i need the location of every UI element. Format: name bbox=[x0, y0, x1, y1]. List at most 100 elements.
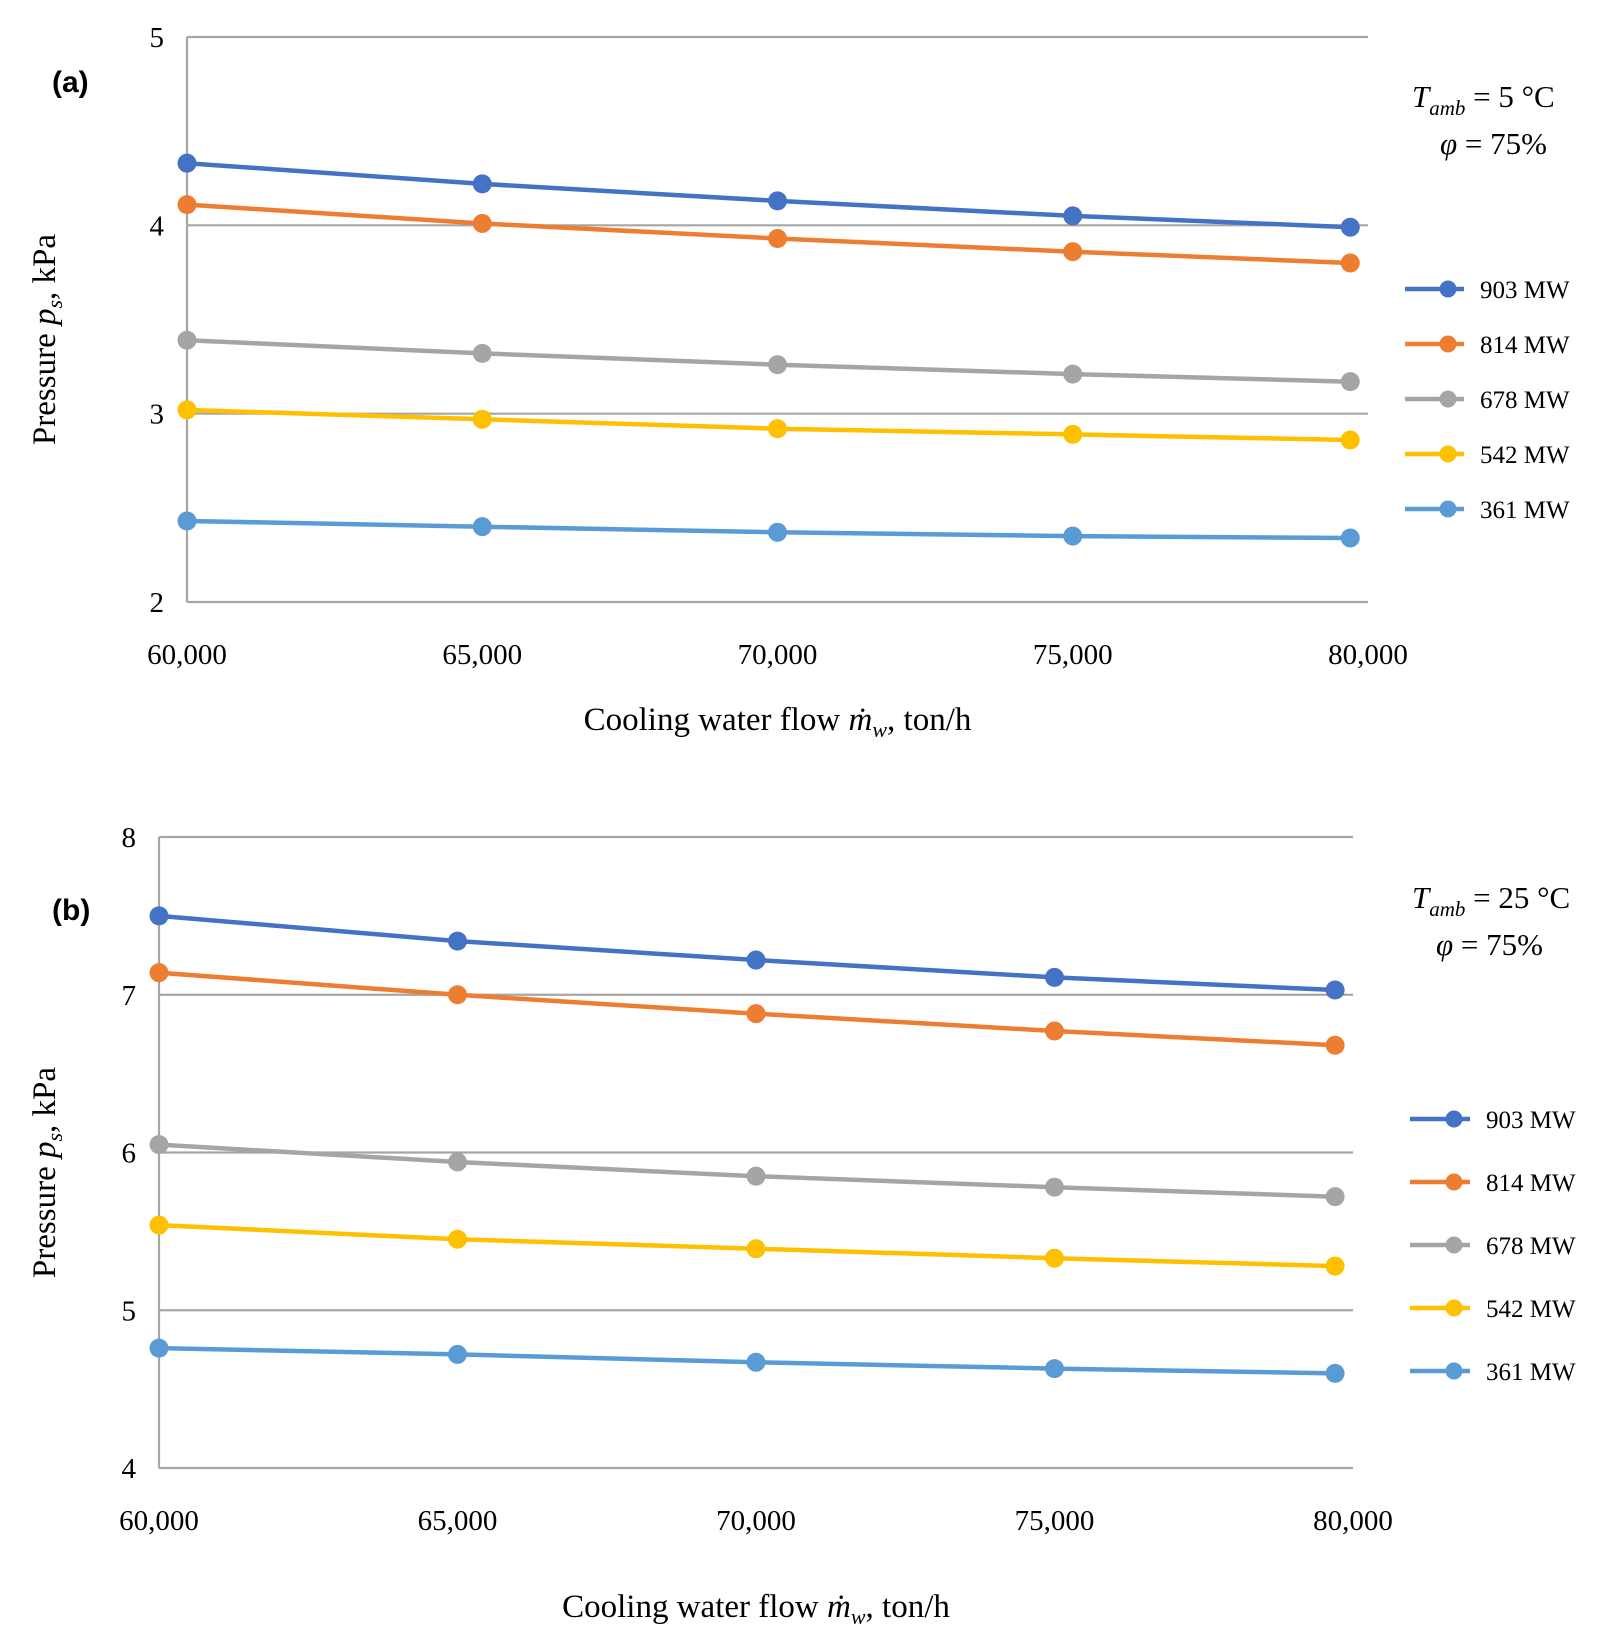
data-point bbox=[472, 174, 492, 194]
condition-t-subscript: amb bbox=[1429, 96, 1465, 120]
data-point bbox=[149, 1215, 169, 1235]
data-point bbox=[1045, 1248, 1064, 1268]
y-tick-label: 4 bbox=[122, 1453, 137, 1485]
legend-label: 678 MW bbox=[1486, 1233, 1576, 1260]
data-point bbox=[177, 195, 197, 215]
x-tick-label: 80,000 bbox=[1313, 1505, 1393, 1537]
y-tick-label: 5 bbox=[150, 22, 165, 54]
x-tick-label: 75,000 bbox=[1015, 1505, 1095, 1537]
condition-humidity: φ = 75% bbox=[1440, 126, 1547, 161]
x-tick-label: 65,000 bbox=[442, 639, 522, 671]
data-point bbox=[448, 985, 467, 1005]
data-point bbox=[746, 1004, 766, 1024]
legend-marker bbox=[1445, 1299, 1463, 1317]
y-tick-label: 3 bbox=[150, 399, 165, 431]
legend-label: 542 MW bbox=[1486, 1296, 1576, 1323]
x-axis-title-symbol: ṁ bbox=[827, 1589, 851, 1625]
x-axis-title-prefix: Cooling water flow bbox=[584, 702, 849, 738]
data-point bbox=[448, 1152, 467, 1172]
data-point bbox=[746, 950, 766, 970]
condition-t-symbol: T bbox=[1412, 79, 1432, 114]
data-point bbox=[1063, 526, 1083, 546]
data-point bbox=[472, 409, 492, 429]
x-tick-label: 70,000 bbox=[716, 1505, 796, 1537]
chart-panel-2: 4 5 6 7 8 60,000 65,000 70,000 75,000 80,000 Cooli… bbox=[27, 822, 1576, 1629]
y-axis-title: Pressure ps, kPa bbox=[27, 1067, 67, 1278]
y-axis-title-suffix: , kPa bbox=[27, 1067, 63, 1133]
y-tick-label: 2 bbox=[150, 587, 165, 619]
x-tick-label: 75,000 bbox=[1033, 639, 1113, 671]
data-point bbox=[1325, 1256, 1345, 1276]
data-point bbox=[768, 355, 787, 375]
condition-phi-value: = 75% bbox=[1453, 927, 1543, 962]
data-point bbox=[472, 213, 492, 233]
y-axis-title: Pressure ps, kPa bbox=[27, 234, 67, 445]
data-point bbox=[177, 153, 197, 173]
x-tick-label: 65,000 bbox=[418, 1505, 498, 1537]
legend-marker bbox=[1439, 390, 1457, 408]
data-point bbox=[472, 343, 492, 363]
y-tick-label: 5 bbox=[122, 1295, 137, 1327]
x-axis-title-prefix: Cooling water flow bbox=[562, 1589, 827, 1625]
condition-phi-symbol: φ bbox=[1440, 126, 1457, 161]
y-axis-title-symbol: p bbox=[27, 1142, 63, 1161]
data-point bbox=[1063, 364, 1083, 384]
data-point bbox=[1045, 967, 1064, 987]
y-tick-label: 6 bbox=[122, 1138, 137, 1170]
data-point bbox=[768, 229, 787, 249]
panel-label: (b) bbox=[52, 894, 90, 927]
data-point bbox=[746, 1239, 766, 1259]
condition-t-subscript: amb bbox=[1429, 897, 1465, 921]
y-axis-title-subscript: s bbox=[42, 300, 67, 309]
y-tick-label: 7 bbox=[122, 980, 137, 1012]
data-point bbox=[149, 1135, 169, 1155]
x-tick-label: 60,000 bbox=[147, 639, 227, 671]
condition-humidity: φ = 75% bbox=[1436, 927, 1543, 962]
y-axis-title-suffix: , kPa bbox=[27, 234, 63, 300]
panel-label: (a) bbox=[52, 66, 89, 99]
data-point bbox=[1045, 1021, 1064, 1041]
legend-label: 361 MW bbox=[1480, 497, 1570, 524]
condition-t-symbol: T bbox=[1412, 880, 1432, 915]
data-point bbox=[177, 400, 197, 420]
x-tick-label: 70,000 bbox=[738, 639, 818, 671]
y-axis-title-subscript: s bbox=[42, 1133, 67, 1142]
legend-marker bbox=[1445, 1236, 1463, 1254]
condition-t-value: = 5 °C bbox=[1465, 79, 1554, 114]
x-tick-label: 60,000 bbox=[119, 1505, 199, 1537]
data-point bbox=[1325, 1035, 1345, 1055]
x-tick-label: 80,000 bbox=[1328, 639, 1408, 671]
x-axis-title: Cooling water flow ṁw, ton/h bbox=[584, 702, 972, 742]
x-axis-title-subscript: w bbox=[872, 717, 887, 742]
x-axis-title-suffix: , ton/h bbox=[887, 702, 972, 738]
y-axis-title-symbol: p bbox=[27, 309, 63, 328]
data-point bbox=[448, 1229, 467, 1249]
legend-marker bbox=[1439, 500, 1457, 518]
data-point bbox=[746, 1166, 766, 1186]
data-point bbox=[1340, 217, 1360, 237]
data-point bbox=[177, 330, 197, 350]
data-point bbox=[1063, 424, 1083, 444]
legend-label: 814 MW bbox=[1480, 332, 1570, 359]
x-axis-title-symbol: ṁ bbox=[849, 702, 873, 738]
data-point bbox=[768, 419, 787, 439]
data-point bbox=[1340, 253, 1360, 273]
legend-marker bbox=[1445, 1173, 1463, 1191]
x-axis-title: Cooling water flow ṁw, ton/h bbox=[562, 1589, 950, 1629]
data-point bbox=[768, 522, 787, 542]
data-point bbox=[149, 1338, 169, 1358]
condition-temperature: Tamb = 25 °C bbox=[1412, 880, 1570, 921]
condition-temperature: Tamb = 5 °C bbox=[1412, 79, 1555, 120]
data-point bbox=[1340, 430, 1360, 450]
data-point bbox=[1063, 242, 1083, 262]
condition-phi-value: = 75% bbox=[1457, 126, 1547, 161]
data-point bbox=[1063, 206, 1083, 226]
data-point bbox=[149, 906, 169, 926]
y-axis-title-prefix: Pressure bbox=[27, 325, 63, 445]
legend-label: 903 MW bbox=[1486, 1107, 1576, 1134]
y-tick-label: 8 bbox=[122, 822, 137, 854]
legend-label: 542 MW bbox=[1480, 442, 1570, 469]
data-point bbox=[1340, 372, 1360, 392]
data-point bbox=[1325, 1187, 1345, 1207]
